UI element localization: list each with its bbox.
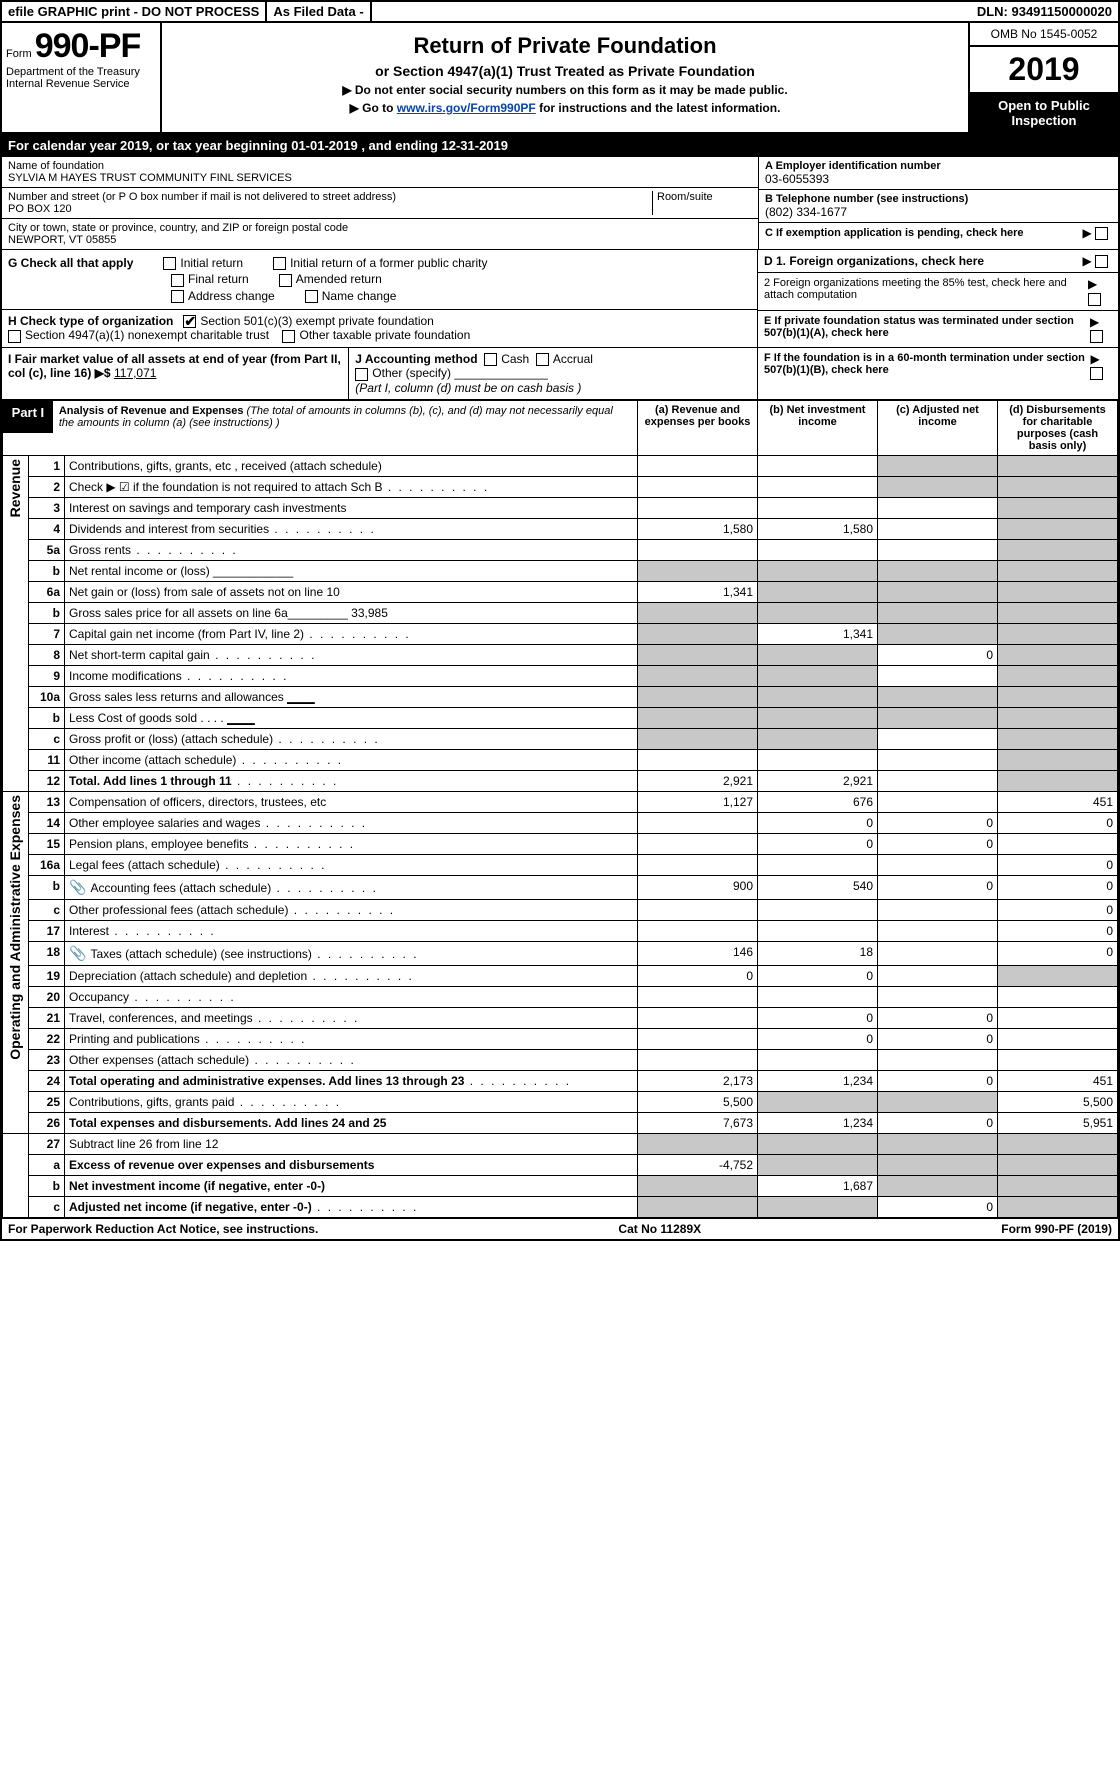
table-row: 25Contributions, gifts, grants paid5,500… bbox=[3, 1091, 1118, 1112]
table-row: b📎Accounting fees (attach schedule)90054… bbox=[3, 875, 1118, 899]
table-row: 4Dividends and interest from securities1… bbox=[3, 518, 1118, 539]
name-label: Name of foundation bbox=[8, 160, 752, 172]
calendar-year-line: For calendar year 2019, or tax year begi… bbox=[2, 134, 1118, 157]
i-j-f-block: I Fair market value of all assets at end… bbox=[2, 348, 1118, 400]
paperwork-notice: For Paperwork Reduction Act Notice, see … bbox=[8, 1222, 318, 1236]
header-center: Return of Private Foundation or Section … bbox=[162, 23, 968, 132]
c-label: C If exemption application is pending, c… bbox=[765, 227, 1024, 239]
cat-no: Cat No 11289X bbox=[618, 1222, 701, 1236]
table-row: Revenue1Contributions, gifts, grants, et… bbox=[3, 455, 1118, 476]
form-prefix: Form bbox=[6, 48, 32, 60]
table-row: 18📎Taxes (attach schedule) (see instruct… bbox=[3, 941, 1118, 965]
form-ref: Form 990-PF (2019) bbox=[1001, 1222, 1112, 1236]
foundation-name: SYLVIA M HAYES TRUST COMMUNITY FINL SERV… bbox=[8, 172, 752, 184]
table-row: 22Printing and publications00 bbox=[3, 1028, 1118, 1049]
entity-block: Name of foundation SYLVIA M HAYES TRUST … bbox=[2, 157, 1118, 250]
g-label: G Check all that apply bbox=[8, 256, 133, 270]
addr-label: Number and street (or P O box number if … bbox=[8, 191, 652, 203]
as-filed: As Filed Data - bbox=[267, 2, 371, 21]
table-row: 15Pension plans, employee benefits00 bbox=[3, 833, 1118, 854]
dept-treasury: Department of the Treasury bbox=[6, 66, 156, 78]
col-a-header: (a) Revenue and expenses per books bbox=[638, 400, 758, 455]
table-row: 19Depreciation (attach schedule) and dep… bbox=[3, 965, 1118, 986]
table-row: 8Net short-term capital gain0 bbox=[3, 644, 1118, 665]
omb-number: OMB No 1545-0052 bbox=[970, 23, 1118, 47]
table-row: Operating and Administrative Expenses13C… bbox=[3, 791, 1118, 812]
col-b-header: (b) Net investment income bbox=[758, 400, 878, 455]
table-row: 3Interest on savings and temporary cash … bbox=[3, 497, 1118, 518]
part1-table: Part I Analysis of Revenue and Expenses … bbox=[2, 400, 1118, 1218]
table-row: cAdjusted net income (if negative, enter… bbox=[3, 1196, 1118, 1217]
table-row: 12Total. Add lines 1 through 112,9212,92… bbox=[3, 770, 1118, 791]
table-row: bNet rental income or (loss) ___________… bbox=[3, 560, 1118, 581]
addr-value: PO BOX 120 bbox=[8, 203, 652, 215]
form-number: 990-PF bbox=[35, 27, 141, 65]
dln: DLN: 93491150000020 bbox=[971, 2, 1118, 21]
form-subtitle: or Section 4947(a)(1) Trust Treated as P… bbox=[174, 63, 956, 79]
fmv-value: 117,071 bbox=[114, 366, 157, 380]
g-h-block: G Check all that apply Initial return In… bbox=[2, 250, 1118, 348]
table-row: 9Income modifications bbox=[3, 665, 1118, 686]
open-public: Open to Public Inspection bbox=[970, 94, 1118, 132]
goto-line: ▶ Go to www.irs.gov/Form990PF for instru… bbox=[174, 101, 956, 115]
table-row: 17Interest0 bbox=[3, 920, 1118, 941]
form-title: Return of Private Foundation bbox=[174, 33, 956, 59]
ein-label: A Employer identification number bbox=[765, 160, 1112, 172]
header-right: OMB No 1545-0052 2019 Open to Public Ins… bbox=[968, 23, 1118, 132]
table-row: 16aLegal fees (attach schedule)0 bbox=[3, 854, 1118, 875]
ein-value: 03-6055393 bbox=[765, 172, 1112, 186]
table-row: 10aGross sales less returns and allowanc… bbox=[3, 686, 1118, 707]
room-label: Room/suite bbox=[657, 191, 752, 203]
table-row: 14Other employee salaries and wages000 bbox=[3, 812, 1118, 833]
city-value: NEWPORT, VT 05855 bbox=[8, 234, 752, 246]
top-bar: efile GRAPHIC print - DO NOT PROCESS As … bbox=[2, 2, 1118, 23]
phone-value: (802) 334-1677 bbox=[765, 205, 1112, 219]
table-row: 24Total operating and administrative exp… bbox=[3, 1070, 1118, 1091]
table-row: 11Other income (attach schedule) bbox=[3, 749, 1118, 770]
table-row: 26Total expenses and disbursements. Add … bbox=[3, 1112, 1118, 1133]
efile-notice: efile GRAPHIC print - DO NOT PROCESS bbox=[2, 2, 267, 21]
table-row: bLess Cost of goods sold . . . . ▁▁▁ bbox=[3, 707, 1118, 728]
table-row: aExcess of revenue over expenses and dis… bbox=[3, 1154, 1118, 1175]
irs-label: Internal Revenue Service bbox=[6, 78, 156, 90]
header-left: Form 990-PF Department of the Treasury I… bbox=[2, 23, 162, 132]
table-row: 5aGross rents bbox=[3, 539, 1118, 560]
city-label: City or town, state or province, country… bbox=[8, 222, 752, 234]
table-row: 27Subtract line 26 from line 12 bbox=[3, 1133, 1118, 1154]
c-checkbox[interactable] bbox=[1095, 227, 1108, 240]
h-label: H Check type of organization bbox=[8, 314, 173, 328]
table-row: 7Capital gain net income (from Part IV, … bbox=[3, 623, 1118, 644]
ssn-warning: ▶ Do not enter social security numbers o… bbox=[174, 83, 956, 97]
part1-title: Analysis of Revenue and Expenses bbox=[59, 405, 244, 417]
attachment-icon[interactable]: 📎 bbox=[69, 879, 86, 895]
form-header: Form 990-PF Department of the Treasury I… bbox=[2, 23, 1118, 134]
irs-link[interactable]: www.irs.gov/Form990PF bbox=[397, 101, 536, 115]
phone-label: B Telephone number (see instructions) bbox=[765, 193, 1112, 205]
attachment-icon[interactable]: 📎 bbox=[69, 945, 86, 961]
part1-label: Part I bbox=[3, 401, 53, 433]
col-c-header: (c) Adjusted net income bbox=[878, 400, 998, 455]
footer: For Paperwork Reduction Act Notice, see … bbox=[2, 1218, 1118, 1239]
table-row: bNet investment income (if negative, ent… bbox=[3, 1175, 1118, 1196]
tax-year: 2019 bbox=[970, 47, 1118, 94]
table-row: 23Other expenses (attach schedule) bbox=[3, 1049, 1118, 1070]
table-row: cOther professional fees (attach schedul… bbox=[3, 899, 1118, 920]
table-row: bGross sales price for all assets on lin… bbox=[3, 602, 1118, 623]
table-row: 21Travel, conferences, and meetings00 bbox=[3, 1007, 1118, 1028]
table-row: 2Check ▶ ☑ if the foundation is not requ… bbox=[3, 476, 1118, 497]
form-container: efile GRAPHIC print - DO NOT PROCESS As … bbox=[0, 0, 1120, 1241]
table-row: 6aNet gain or (loss) from sale of assets… bbox=[3, 581, 1118, 602]
h-501c3-checkbox[interactable] bbox=[183, 315, 196, 328]
table-row: cGross profit or (loss) (attach schedule… bbox=[3, 728, 1118, 749]
table-row: 20Occupancy bbox=[3, 986, 1118, 1007]
col-d-header: (d) Disbursements for charitable purpose… bbox=[998, 400, 1118, 455]
